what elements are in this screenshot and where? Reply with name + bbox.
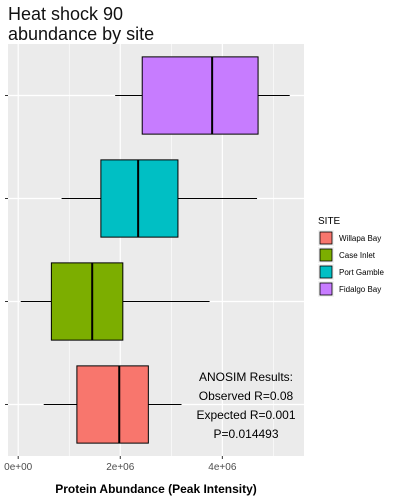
- box-iqr: [50, 262, 124, 341]
- box-port-gamble: [61, 159, 258, 238]
- x-tick-label: 4e+06: [208, 462, 237, 473]
- anosim-annotation: ANOSIM Results: Observed R=0.08 Expected…: [196, 370, 295, 441]
- box-iqr: [141, 56, 259, 135]
- chart-title-line-2: abundance by site: [8, 24, 154, 44]
- legend: SITE Willapa Bay Case Inlet Port Gamble Fid…: [318, 216, 384, 297]
- legend-item: Willapa Bay: [318, 230, 381, 246]
- box-willapa-bay: [43, 365, 182, 444]
- annotation-line-4: P=0.014493: [213, 427, 278, 441]
- boxes: [20, 56, 290, 444]
- legend-swatch: [319, 265, 333, 279]
- legend-title: SITE: [318, 216, 341, 227]
- box-fidalgo-bay: [115, 56, 290, 135]
- legend-item: Case Inlet: [318, 247, 376, 263]
- box-iqr: [100, 159, 179, 238]
- x-axis: 0e+00 2e+06 4e+06: [4, 95, 237, 473]
- annotation-line-1: ANOSIM Results:: [199, 370, 293, 384]
- legend-item: Port Gamble: [318, 264, 384, 280]
- x-tick-label: 0e+00: [4, 462, 33, 473]
- box-iqr: [76, 365, 149, 444]
- legend-swatch: [319, 231, 333, 245]
- legend-swatch: [319, 248, 333, 262]
- legend-item: Fidalgo Bay: [318, 281, 381, 297]
- legend-label: Willapa Bay: [339, 234, 381, 243]
- annotation-line-3: Expected R=0.001: [196, 408, 295, 422]
- legend-label: Port Gamble: [339, 268, 384, 277]
- legend-label: Fidalgo Bay: [339, 285, 381, 294]
- annotation-line-2: Observed R=0.08: [199, 389, 294, 403]
- x-tick-label: 2e+06: [106, 462, 135, 473]
- box-case-inlet: [20, 262, 210, 341]
- x-axis-title: Protein Abundance (Peak Intensity): [55, 482, 257, 496]
- chart-title-line-1: Heat shock 90: [8, 4, 123, 24]
- legend-swatch: [319, 282, 333, 296]
- legend-label: Case Inlet: [339, 251, 376, 260]
